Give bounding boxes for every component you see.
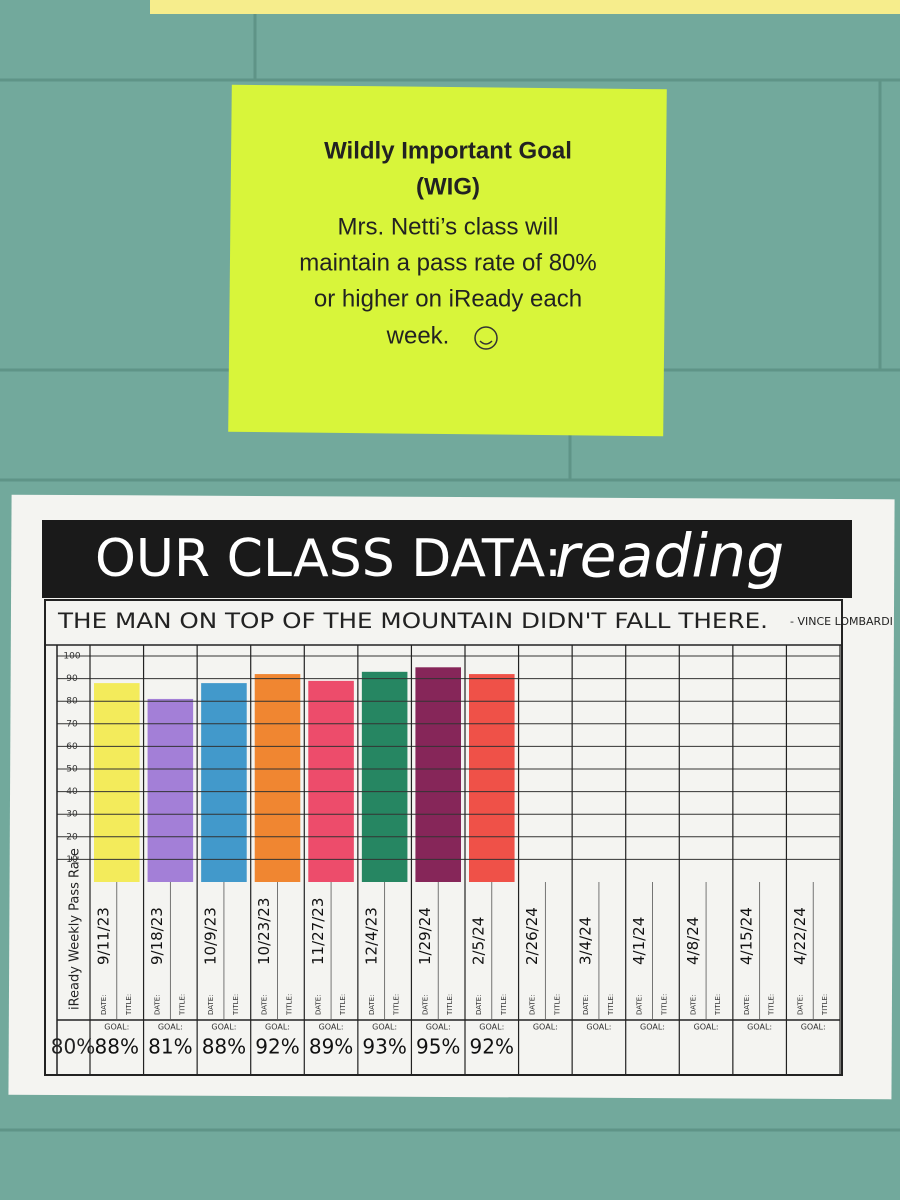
title-label: TITLE: <box>821 994 829 1016</box>
date-label: DATE: <box>154 994 162 1015</box>
date-label: DATE: <box>689 994 697 1015</box>
x-tick-label: 10/9/23 <box>202 907 220 965</box>
goal-label: GOAL: <box>694 1023 719 1032</box>
title-label: TITLE: <box>393 994 401 1016</box>
x-tick-label: 4/8/24 <box>684 917 702 965</box>
bar <box>308 680 354 882</box>
goal-label: GOAL: <box>158 1023 183 1032</box>
value-label: 89% <box>309 1035 353 1059</box>
sign-line: week. <box>386 322 450 349</box>
x-tick-label: 12/4/23 <box>362 907 380 965</box>
title-label: TITLE: <box>178 994 186 1016</box>
bar <box>469 674 515 882</box>
goal-label: GOAL: <box>640 1023 665 1032</box>
x-tick-label: 4/22/24 <box>791 907 809 965</box>
date-label: DATE: <box>207 994 215 1015</box>
date-label: DATE: <box>261 994 269 1015</box>
x-tick-label: 9/11/23 <box>95 907 113 965</box>
title-label: TITLE: <box>714 994 722 1016</box>
x-tick-label: 2/26/24 <box>523 907 541 965</box>
title-label: TITLE: <box>768 994 776 1016</box>
goal-label: GOAL: <box>533 1023 558 1032</box>
goal-text: 80% <box>51 1035 95 1059</box>
goal-label: GOAL: <box>426 1023 451 1032</box>
title-label: TITLE: <box>125 994 133 1016</box>
goal-label: GOAL: <box>586 1023 611 1032</box>
goal-label: GOAL: <box>211 1023 236 1032</box>
title-label: TITLE: <box>500 994 508 1016</box>
goal-label: GOAL: <box>372 1023 397 1032</box>
value-label: 95% <box>416 1035 460 1059</box>
y-label: iReady Weekly Pass Rate <box>68 848 83 1010</box>
value-label: 92% <box>255 1035 299 1059</box>
date-label: DATE: <box>582 994 590 1015</box>
bar <box>361 671 408 882</box>
quote: THE MAN ON TOP OF THE MOUNTAIN DIDN'T FA… <box>57 609 768 633</box>
smiley <box>474 326 498 350</box>
date-label: DATE: <box>636 994 644 1015</box>
value-label: 88% <box>202 1035 246 1059</box>
x-tick-label: 10/23/23 <box>255 898 273 965</box>
x-tick-label: 3/4/24 <box>577 917 595 965</box>
sign-line: maintain a pass rate of 80% <box>299 249 597 276</box>
sign-subtitle: (WIG) <box>416 173 480 200</box>
header-bar <box>42 520 852 598</box>
poster-title-script: reading <box>555 522 784 592</box>
title-label: TITLE: <box>232 994 240 1016</box>
title-label: TITLE: <box>446 994 454 1016</box>
date-label: DATE: <box>743 994 751 1015</box>
bar <box>94 683 140 882</box>
goal-label: GOAL: <box>319 1023 344 1032</box>
bar <box>254 674 301 882</box>
bar <box>147 698 194 882</box>
sign-line: or higher on iReady each <box>314 285 582 312</box>
goal-label: GOAL: <box>104 1023 129 1032</box>
date-label: DATE: <box>529 994 537 1015</box>
poster-title: OUR CLASS DATA: <box>95 529 562 589</box>
date-label: DATE: <box>796 994 804 1015</box>
bar <box>415 667 461 882</box>
attribution: - VINCE LOMBARDI <box>790 615 893 628</box>
x-tick-label: 4/15/24 <box>737 907 755 965</box>
sign <box>228 84 667 437</box>
sign-title: Wildly Important Goal <box>324 137 572 164</box>
date-label: DATE: <box>314 994 322 1015</box>
title-label: TITLE: <box>661 994 669 1016</box>
title-label: TITLE: <box>553 994 561 1016</box>
goal-label: GOAL: <box>265 1023 290 1032</box>
date-label: DATE: <box>368 994 376 1015</box>
x-tick-label: 4/1/24 <box>630 917 648 965</box>
value-label: 93% <box>362 1035 406 1059</box>
bar <box>201 683 247 882</box>
date-label: DATE: <box>421 994 429 1015</box>
sign-line: Mrs. Netti’s class will <box>338 213 559 240</box>
value-label: 92% <box>470 1035 514 1059</box>
x-tick-label: 2/5/24 <box>470 917 488 965</box>
title-label: TITLE: <box>607 994 615 1016</box>
x-tick-label: 1/29/24 <box>416 907 434 965</box>
value-label: 88% <box>95 1035 139 1059</box>
date-label: DATE: <box>475 994 483 1015</box>
x-tick-label: 9/18/23 <box>148 907 166 965</box>
goal-label: GOAL: <box>479 1023 504 1032</box>
x-tick-label: 11/27/23 <box>309 898 327 965</box>
goal-label: GOAL: <box>747 1023 772 1032</box>
title-label: TITLE: <box>286 994 294 1016</box>
title-label: TITLE: <box>339 994 347 1016</box>
chart-frame <box>44 599 843 1076</box>
value-label: 81% <box>148 1035 192 1059</box>
paper-strip <box>150 0 900 14</box>
goal-label: GOAL: <box>801 1023 826 1032</box>
date-label: DATE: <box>100 994 108 1015</box>
